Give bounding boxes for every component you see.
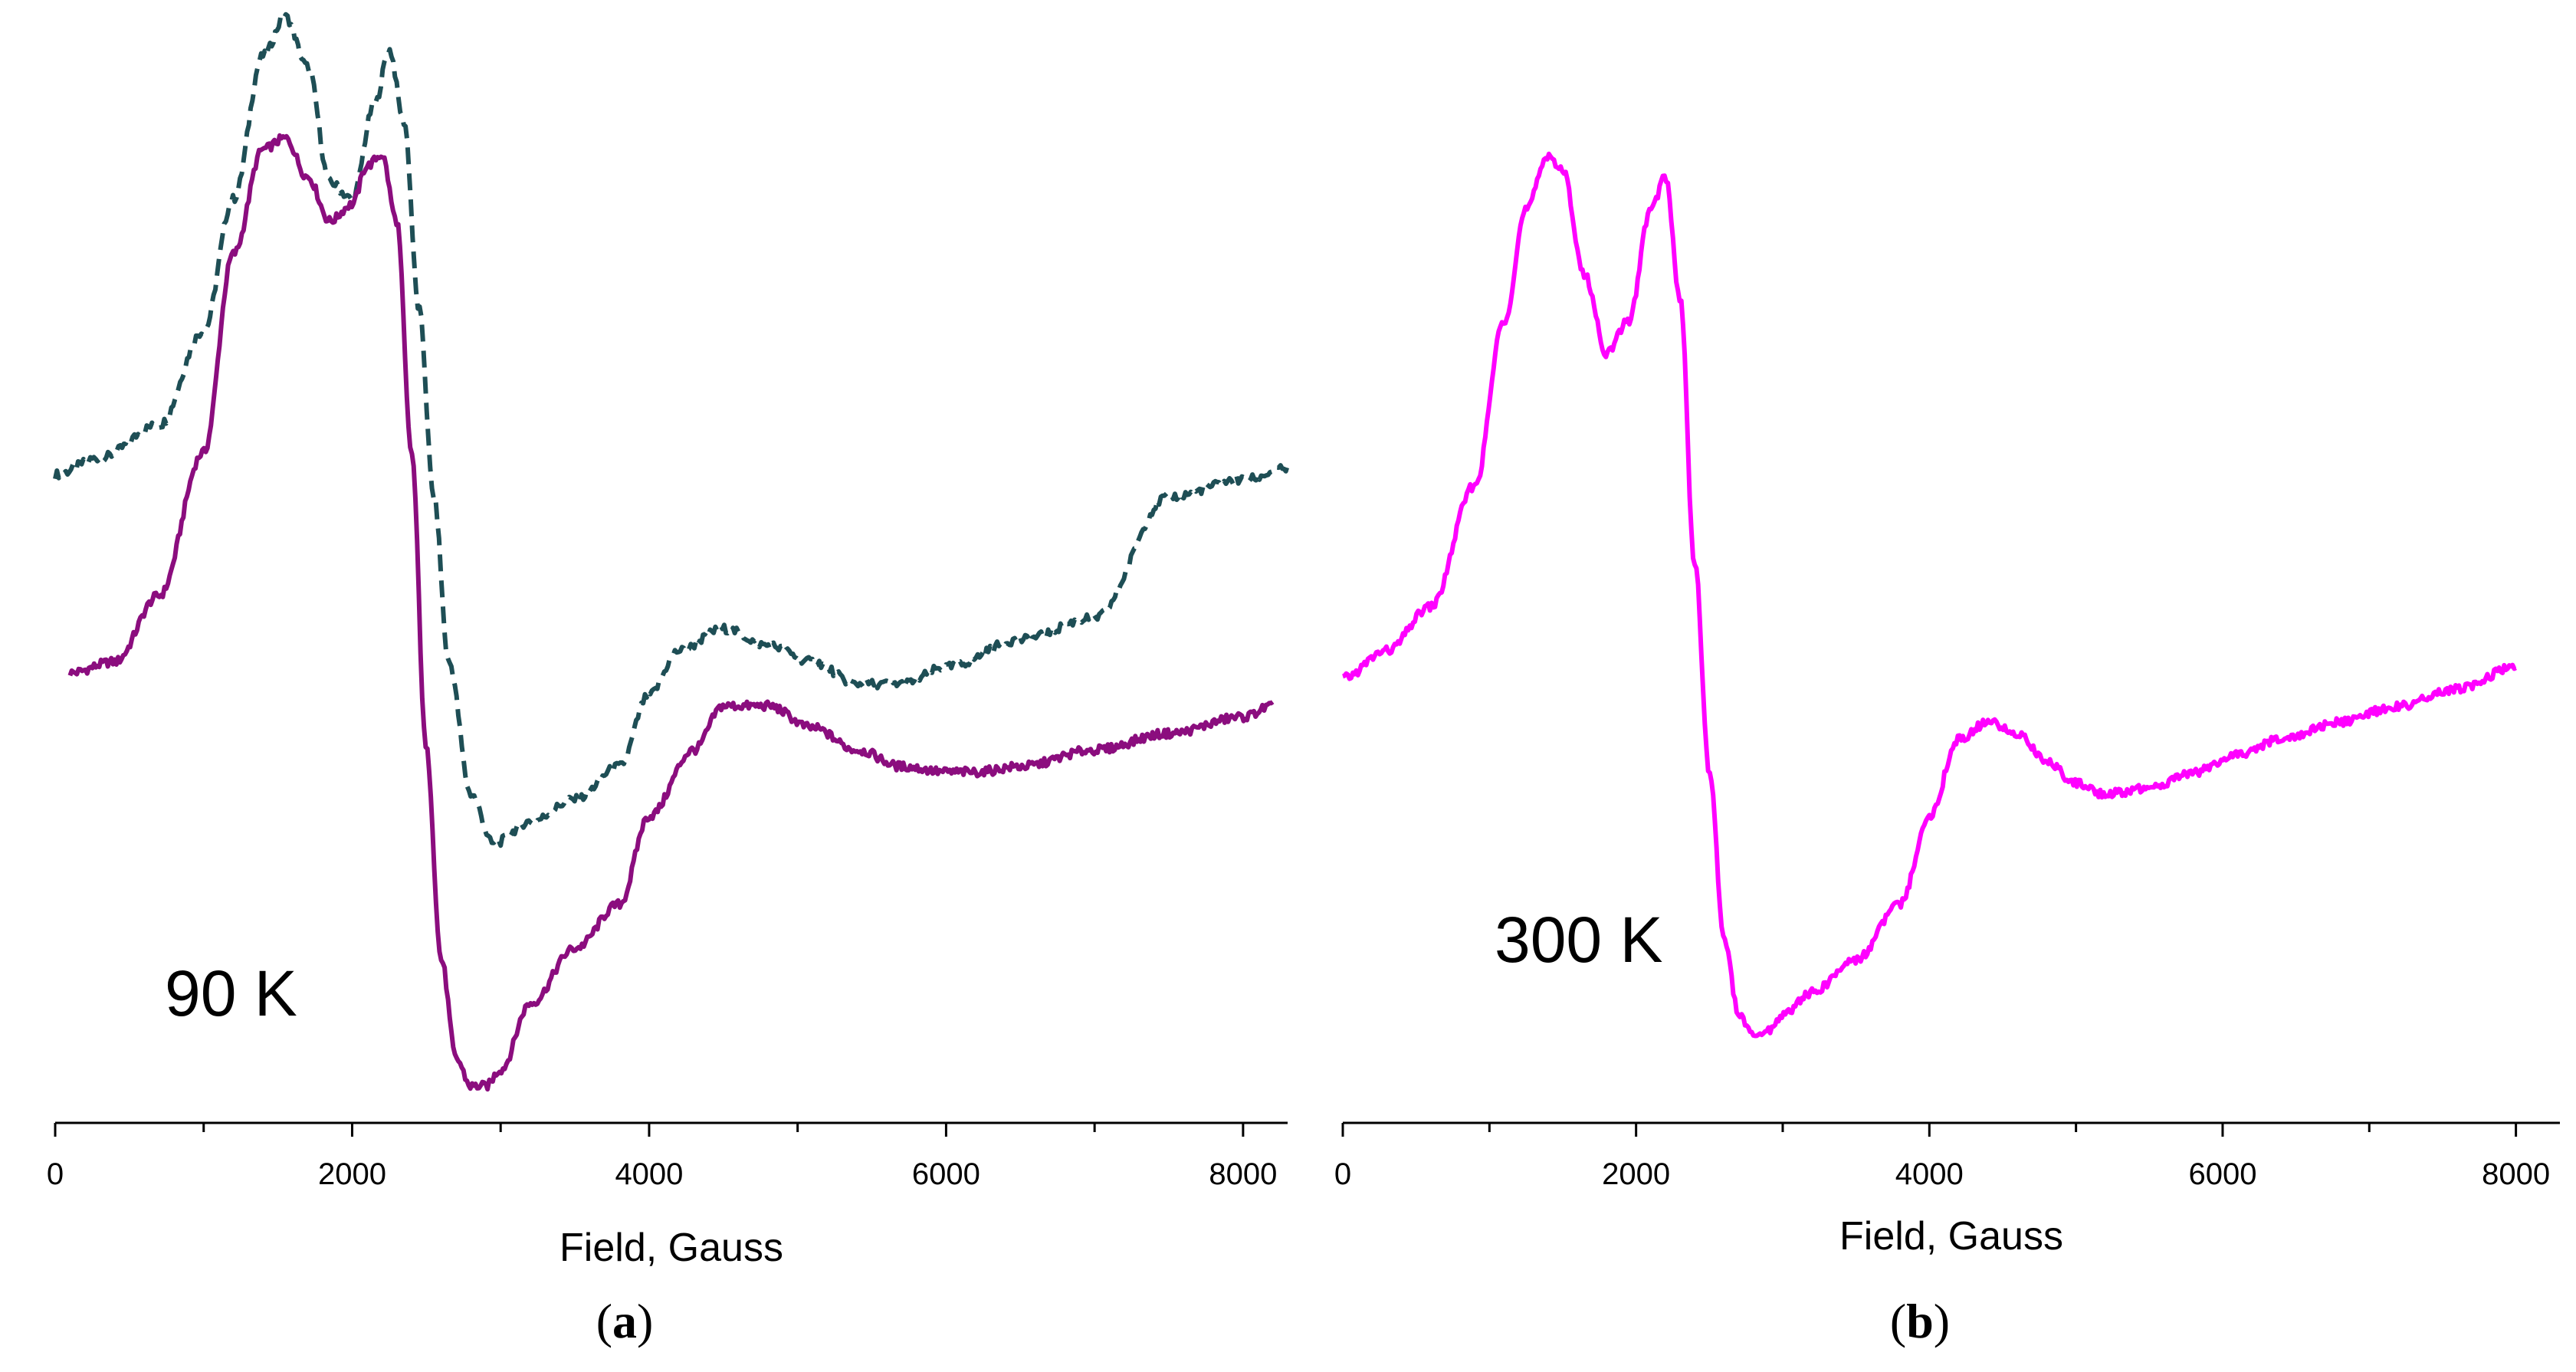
panel-a-x-axis-title: Field, Gauss	[560, 1226, 783, 1270]
panel-a-series-2-line	[67, 133, 1275, 1092]
panel-a-x-tick-label-2000: 2000	[318, 1157, 386, 1191]
panel-b-series-1-line	[1342, 151, 2517, 1039]
panel-b-x-axis-title: Field, Gauss	[1839, 1214, 2063, 1259]
panel-b-x-tick-label-6000: 6000	[2188, 1157, 2256, 1191]
panel-b-x-tick-label-0: 0	[1334, 1157, 1351, 1191]
panel-b-x-tick-label-2000: 2000	[1602, 1157, 1670, 1191]
panel-b-chart: 0 2000 4000 6000 8000 Field, Gauss 300 K (b)	[1334, 151, 2560, 1348]
panel-b-caption-open-paren: (	[1890, 1294, 1906, 1348]
panel-b-caption-close-paren: )	[1934, 1294, 1950, 1348]
panel-b-temperature-label: 300 K	[1495, 904, 1663, 976]
panel-a-x-tick-label-8000: 8000	[1209, 1157, 1277, 1191]
panel-b-caption-label: (b)	[1890, 1294, 1950, 1348]
panel-b-x-tick-label-8000: 8000	[2482, 1157, 2550, 1191]
panel-a-x-tick-label-0: 0	[47, 1157, 64, 1191]
panel-a-temperature-label: 90 K	[165, 957, 297, 1029]
panel-a-x-ticks: 0 2000 4000 6000 8000	[47, 1123, 1277, 1191]
panel-b-caption-letter: b	[1906, 1294, 1934, 1348]
panel-a-plot-area	[53, 11, 1290, 1092]
panel-a-caption-letter: a	[612, 1294, 637, 1348]
panel-a-x-tick-label-6000: 6000	[912, 1157, 980, 1191]
panel-a-x-tick-label-4000: 4000	[615, 1157, 683, 1191]
panel-b-x-ticks: 0 2000 4000 6000 8000	[1334, 1123, 2550, 1191]
panel-a-caption-close-paren: )	[637, 1294, 653, 1348]
panel-a-caption-label: (a)	[596, 1294, 654, 1348]
panel-a-chart: 0 2000 4000 6000 8000 Field, Gauss 90 K (a)	[47, 11, 1290, 1348]
panel-b-plot-area	[1342, 151, 2517, 1039]
panel-b-x-tick-label-4000: 4000	[1895, 1157, 1964, 1191]
panel-a-caption-open-paren: (	[596, 1294, 612, 1348]
panel-a-series-1-line	[53, 11, 1290, 848]
